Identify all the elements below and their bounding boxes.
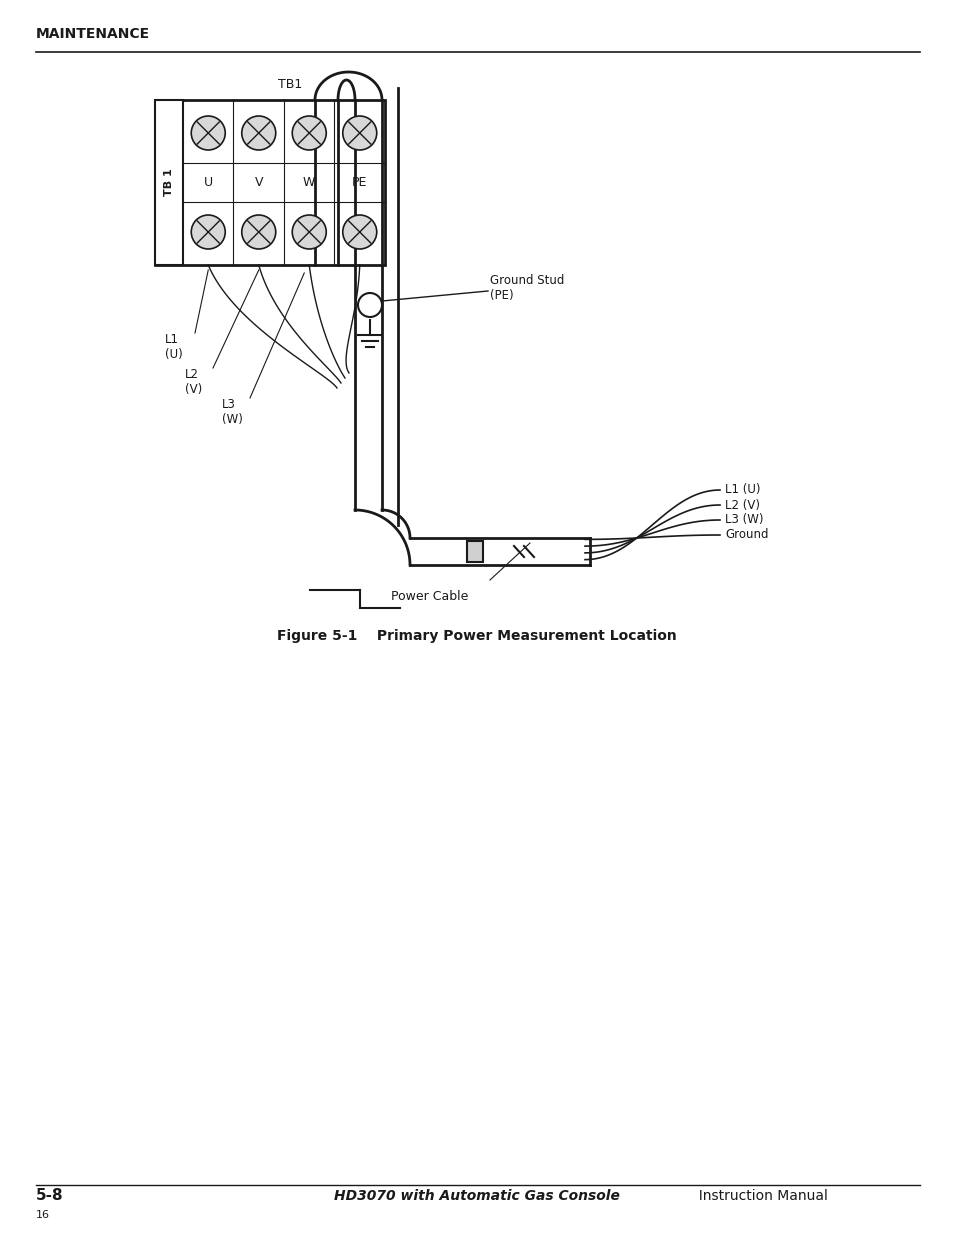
Text: HD3070 with Automatic Gas Console: HD3070 with Automatic Gas Console bbox=[334, 1189, 619, 1203]
Text: L3
(W): L3 (W) bbox=[222, 398, 243, 426]
Text: Ground: Ground bbox=[724, 529, 768, 541]
Text: Power Cable: Power Cable bbox=[391, 590, 468, 603]
Bar bbox=[467, 541, 482, 562]
Text: TB1: TB1 bbox=[277, 78, 302, 91]
Bar bbox=[154, 100, 385, 266]
Text: PE: PE bbox=[352, 177, 367, 189]
Text: L2 (V): L2 (V) bbox=[724, 499, 760, 511]
Bar bbox=[154, 100, 183, 266]
Circle shape bbox=[241, 116, 275, 149]
Text: W: W bbox=[303, 177, 315, 189]
Circle shape bbox=[241, 215, 275, 249]
Text: Instruction Manual: Instruction Manual bbox=[689, 1189, 827, 1203]
Text: U: U bbox=[204, 177, 213, 189]
Text: MAINTENANCE: MAINTENANCE bbox=[36, 27, 150, 41]
Text: L1 (U): L1 (U) bbox=[724, 483, 760, 496]
Circle shape bbox=[191, 116, 225, 149]
Text: TB 1: TB 1 bbox=[164, 169, 173, 196]
Text: L2
(V): L2 (V) bbox=[185, 368, 202, 396]
Text: Figure 5-1    Primary Power Measurement Location: Figure 5-1 Primary Power Measurement Loc… bbox=[276, 629, 677, 643]
Text: V: V bbox=[254, 177, 263, 189]
Text: Ground Stud
(PE): Ground Stud (PE) bbox=[490, 274, 564, 303]
Circle shape bbox=[342, 116, 376, 149]
Circle shape bbox=[292, 116, 326, 149]
Text: L1
(U): L1 (U) bbox=[165, 333, 183, 361]
Circle shape bbox=[191, 215, 225, 249]
Text: 5-8: 5-8 bbox=[36, 1188, 64, 1203]
Text: L3 (W): L3 (W) bbox=[724, 514, 762, 526]
Circle shape bbox=[357, 293, 381, 317]
Circle shape bbox=[342, 215, 376, 249]
Circle shape bbox=[292, 215, 326, 249]
Text: 16: 16 bbox=[36, 1210, 50, 1220]
